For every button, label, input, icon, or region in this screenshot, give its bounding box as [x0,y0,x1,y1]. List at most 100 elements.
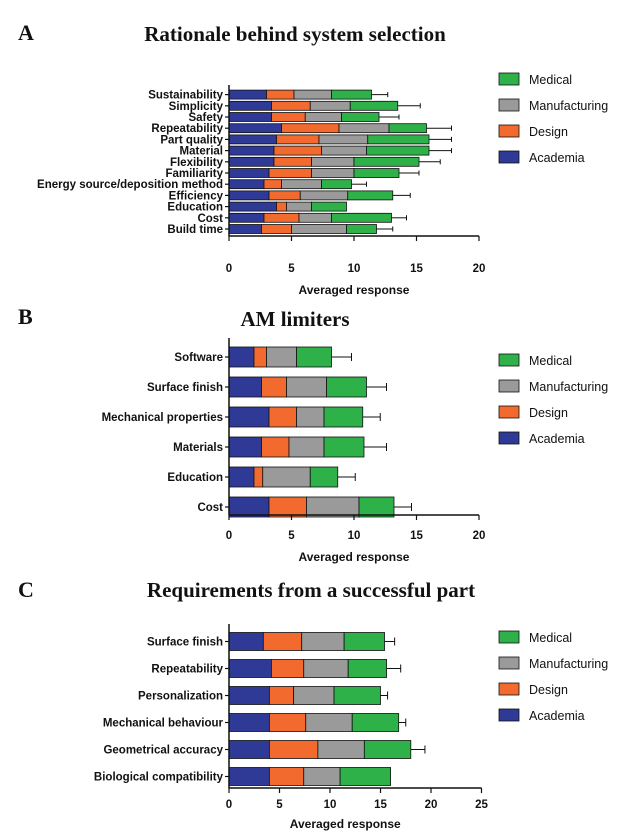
bar-segment-academia [228,156,275,167]
bar-segment-design [276,134,320,145]
legend-label-manufacturing: Manufacturing [529,657,608,671]
bar-segment-manufacturing [281,179,322,190]
bar-segment-manufacturing [293,686,335,705]
category-label: Education [167,472,223,484]
category-label: Geometrical accuracy [103,745,223,757]
bar-segment-manufacturing [293,89,332,100]
category-label: Biological compatibility [94,772,224,784]
legend-swatch-medical [498,72,520,86]
bar-segment-design [271,112,306,122]
bar-segment-manufacturing [286,201,312,212]
category-label: Repeatability [151,664,223,676]
bar-segment-design [261,376,287,398]
legend-label-manufacturing: Manufacturing [529,380,608,394]
bar-segment-medical [333,686,381,705]
panel-letter: B [18,304,33,329]
bar-segment-manufacturing [303,767,341,786]
x-tick-label: 5 [276,799,283,811]
bar-segment-design [273,156,312,167]
bar-segment-academia [228,224,262,234]
bar-segment-design [263,212,300,223]
bar-segment-academia [228,686,270,705]
x-tick-label: 0 [226,530,232,542]
bar-segment-medical [346,224,377,234]
bar-segment-medical [343,632,385,651]
bar-segment-design [262,632,303,651]
category-label: Sustainability [148,90,223,102]
legend-label-medical: Medical [529,631,572,645]
bar-segment-design [281,123,340,134]
bar-segment-manufacturing [286,376,327,398]
chart-title: Rationale behind system selection [144,22,446,46]
bar-segment-manufacturing [311,168,355,178]
bar-segment-academia [228,713,270,732]
bar-segment-design [261,436,290,458]
bar-segment-manufacturing [338,123,390,134]
bar-segment-medical [341,112,380,122]
x-axis-label: Averaged response [299,283,410,297]
legend-label-design: Design [529,683,568,697]
category-label: Efficiency [169,190,224,202]
legend-label-academia: Academia [529,709,585,723]
bar-segment-design [268,496,307,518]
bar-segment-design [253,346,267,368]
legend-swatch-medical [498,353,520,367]
x-axis-label: Averaged response [290,817,401,831]
bar-segment-academia [228,201,277,212]
bar-segment-design [268,740,319,759]
bar-segment-academia [228,190,270,201]
panel-letter: C [18,577,34,602]
bar-segment-academia [228,436,262,458]
legend-swatch-academia [498,708,520,722]
bar-segment-medical [351,713,400,732]
legend-swatch-design [498,124,520,138]
bar-segment-academia [228,112,272,122]
bar-segment-medical [349,100,399,111]
category-label: Materials [173,442,223,454]
bar-segment-academia [228,406,270,428]
legend-swatch-academia [498,431,520,445]
legend-swatch-manufacturing [498,379,520,393]
legend-swatch-design [498,682,520,696]
category-label: Mechanical behaviour [103,718,224,730]
bar-segment-academia [228,168,270,178]
bar-segment-manufacturing [288,436,325,458]
bar-segment-academia [228,212,265,223]
bar-segment-medical [358,496,395,518]
bar-segment-medical [353,156,420,167]
bar-segment-manufacturing [262,466,311,488]
x-tick-label: 20 [425,799,438,811]
bar-segment-academia [228,346,255,368]
legend-label-medical: Medical [529,73,572,87]
legend-swatch-academia [498,150,520,164]
bar-segment-manufacturing [321,145,367,156]
legend-label-design: Design [529,125,568,139]
bar-segment-design [271,659,305,678]
bar-segment-manufacturing [306,496,360,518]
bar-segment-design [268,686,295,705]
category-label: Software [174,352,223,364]
legend-label-manufacturing: Manufacturing [529,99,608,113]
bar-segment-design [263,179,282,190]
bar-segment-design [266,89,295,100]
x-tick-label: 15 [410,530,423,542]
bar-segment-design [253,466,264,488]
bar-segment-design [268,168,312,178]
category-label: Surface finish [147,637,223,649]
bar-segment-academia [228,496,270,518]
category-label: Simplicity [169,101,224,113]
bar-segment-manufacturing [317,740,365,759]
bar-segment-academia [228,134,277,145]
x-tick-label: 10 [348,263,361,275]
bar-segment-medical [311,201,347,212]
bar-segment-manufacturing [291,224,347,234]
legend-label-medical: Medical [529,354,572,368]
chart-title: Requirements from a successful part [147,578,475,602]
x-tick-label: 25 [475,799,488,811]
bar-segment-design [268,713,307,732]
bar-segment-academia [228,145,275,156]
bar-segment-manufacturing [296,406,325,428]
category-label: Energy source/deposition method [37,179,223,191]
bar-segment-medical [331,89,372,100]
x-tick-label: 0 [226,263,232,275]
